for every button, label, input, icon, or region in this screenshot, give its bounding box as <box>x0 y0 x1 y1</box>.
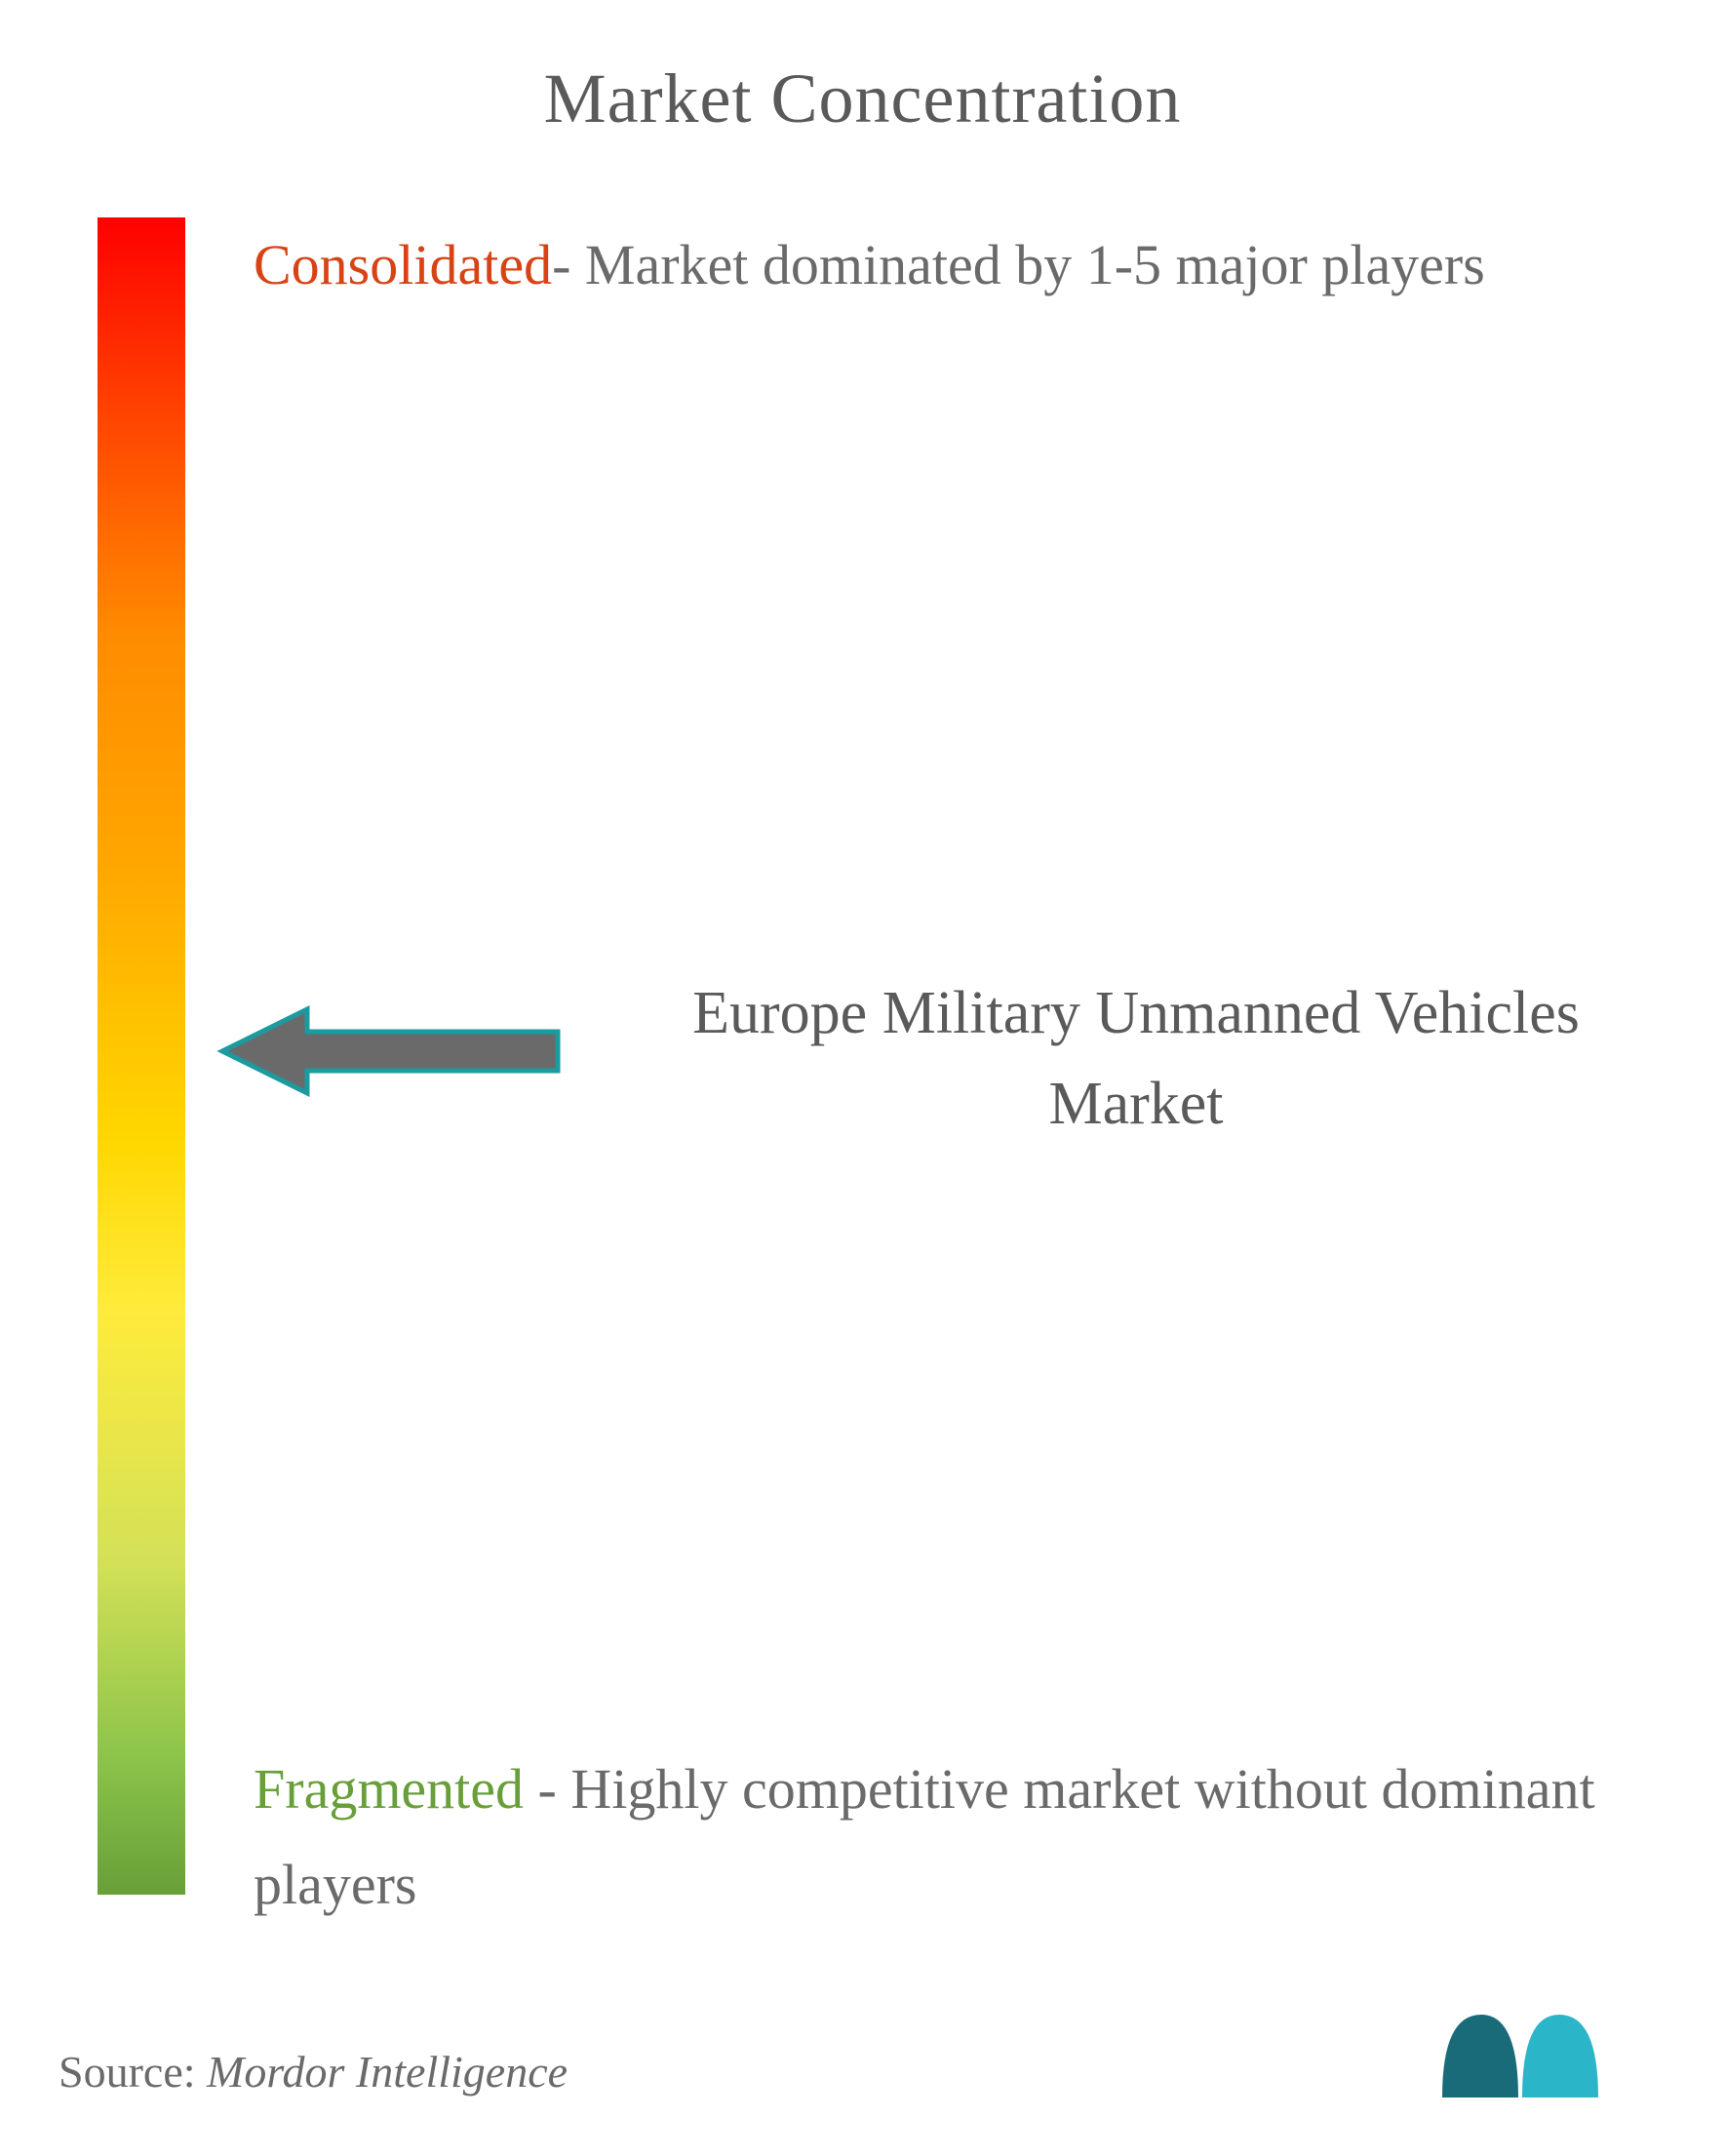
market-name-label: Europe Military Unmanned Vehicles Market <box>624 968 1648 1150</box>
arrow-icon <box>215 998 566 1105</box>
consolidated-label: Consolidated- Market dominated by 1-5 ma… <box>254 217 1619 314</box>
consolidated-desc: - Market dominated by 1-5 major players <box>552 233 1485 296</box>
infographic-container: Market Concentration Consolidated- Marke… <box>0 0 1725 2156</box>
source-prefix: Source: <box>59 2047 196 2097</box>
page-title: Market Concentration <box>59 59 1666 139</box>
source-attribution: Source: Mordor Intelligence <box>59 2046 568 2097</box>
source-value: Mordor Intelligence <box>207 2047 568 2097</box>
concentration-gradient-bar <box>98 217 185 1895</box>
indicator-arrow <box>215 998 566 1105</box>
fragmented-label: Fragmented - Highly competitive market w… <box>254 1742 1716 1934</box>
content-area: Consolidated- Market dominated by 1-5 ma… <box>59 217 1666 1973</box>
mordor-logo <box>1432 2000 1608 2107</box>
consolidated-highlight: Consolidated <box>254 233 552 296</box>
fragmented-highlight: Fragmented <box>254 1757 524 1821</box>
logo-icon <box>1432 2000 1608 2107</box>
